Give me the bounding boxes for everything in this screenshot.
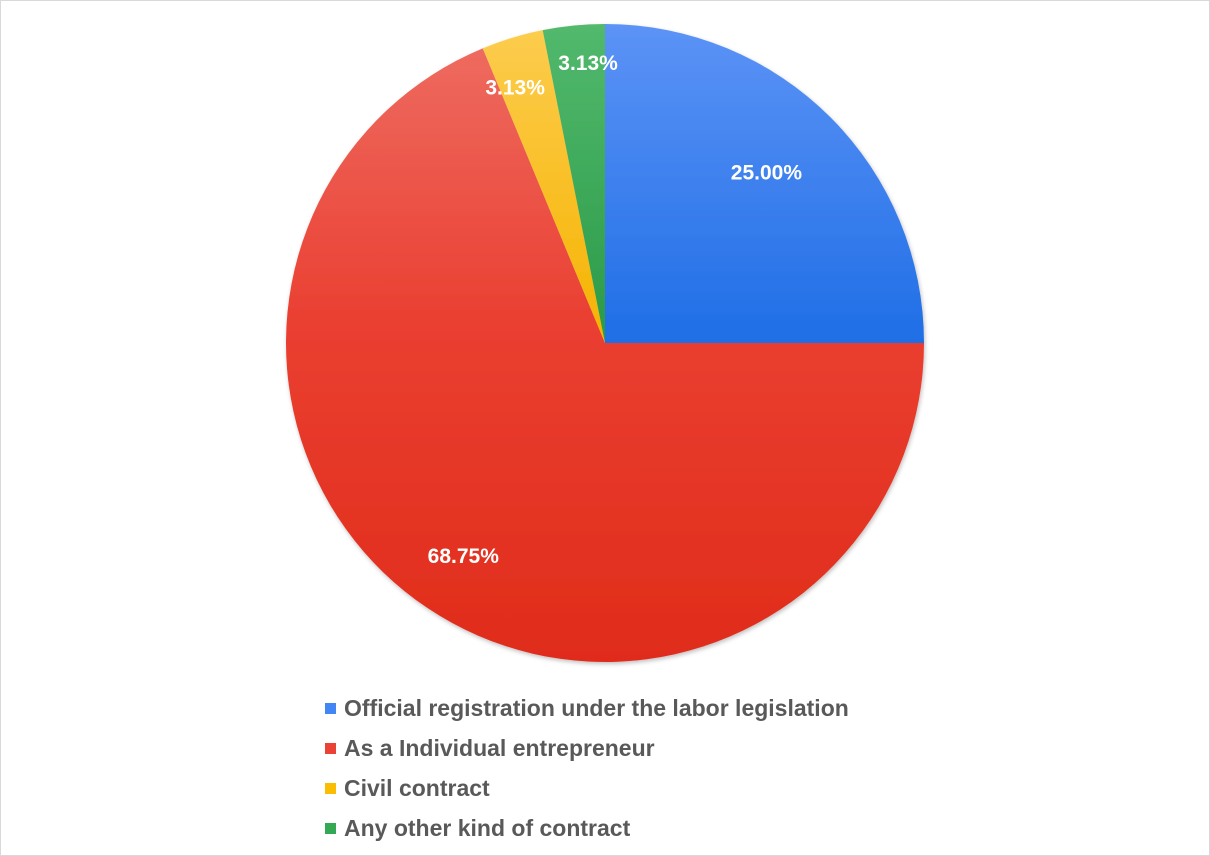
legend-swatch bbox=[325, 782, 336, 794]
legend-swatch bbox=[325, 822, 336, 834]
legend-item: Any other kind of contract bbox=[325, 808, 849, 848]
pie-slice-individual-entrepreneur bbox=[286, 48, 924, 662]
legend: Official registration under the labor le… bbox=[325, 688, 849, 848]
legend-label: As a Individual entrepreneur bbox=[344, 734, 655, 761]
legend-item: Civil contract bbox=[325, 768, 849, 808]
legend-label: Any other kind of contract bbox=[344, 814, 631, 841]
legend-item: As a Individual entrepreneur bbox=[325, 728, 849, 768]
data-label-individual-entrepreneur: 68.75% bbox=[428, 545, 500, 568]
legend-label: Civil contract bbox=[344, 774, 490, 801]
data-label-other-contract: 3.13% bbox=[558, 52, 618, 75]
data-label-official-registration: 25.00% bbox=[731, 162, 803, 185]
data-label-civil-contract: 3.13% bbox=[485, 77, 545, 100]
legend-swatch bbox=[325, 742, 336, 754]
legend-item: Official registration under the labor le… bbox=[325, 688, 849, 728]
legend-label: Official registration under the labor le… bbox=[344, 694, 849, 721]
pie-slice-other-contract bbox=[542, 24, 605, 343]
legend-swatch bbox=[325, 702, 336, 714]
pie-slice-official-registration bbox=[605, 24, 924, 343]
pie-slice-civil-contract bbox=[482, 30, 605, 344]
